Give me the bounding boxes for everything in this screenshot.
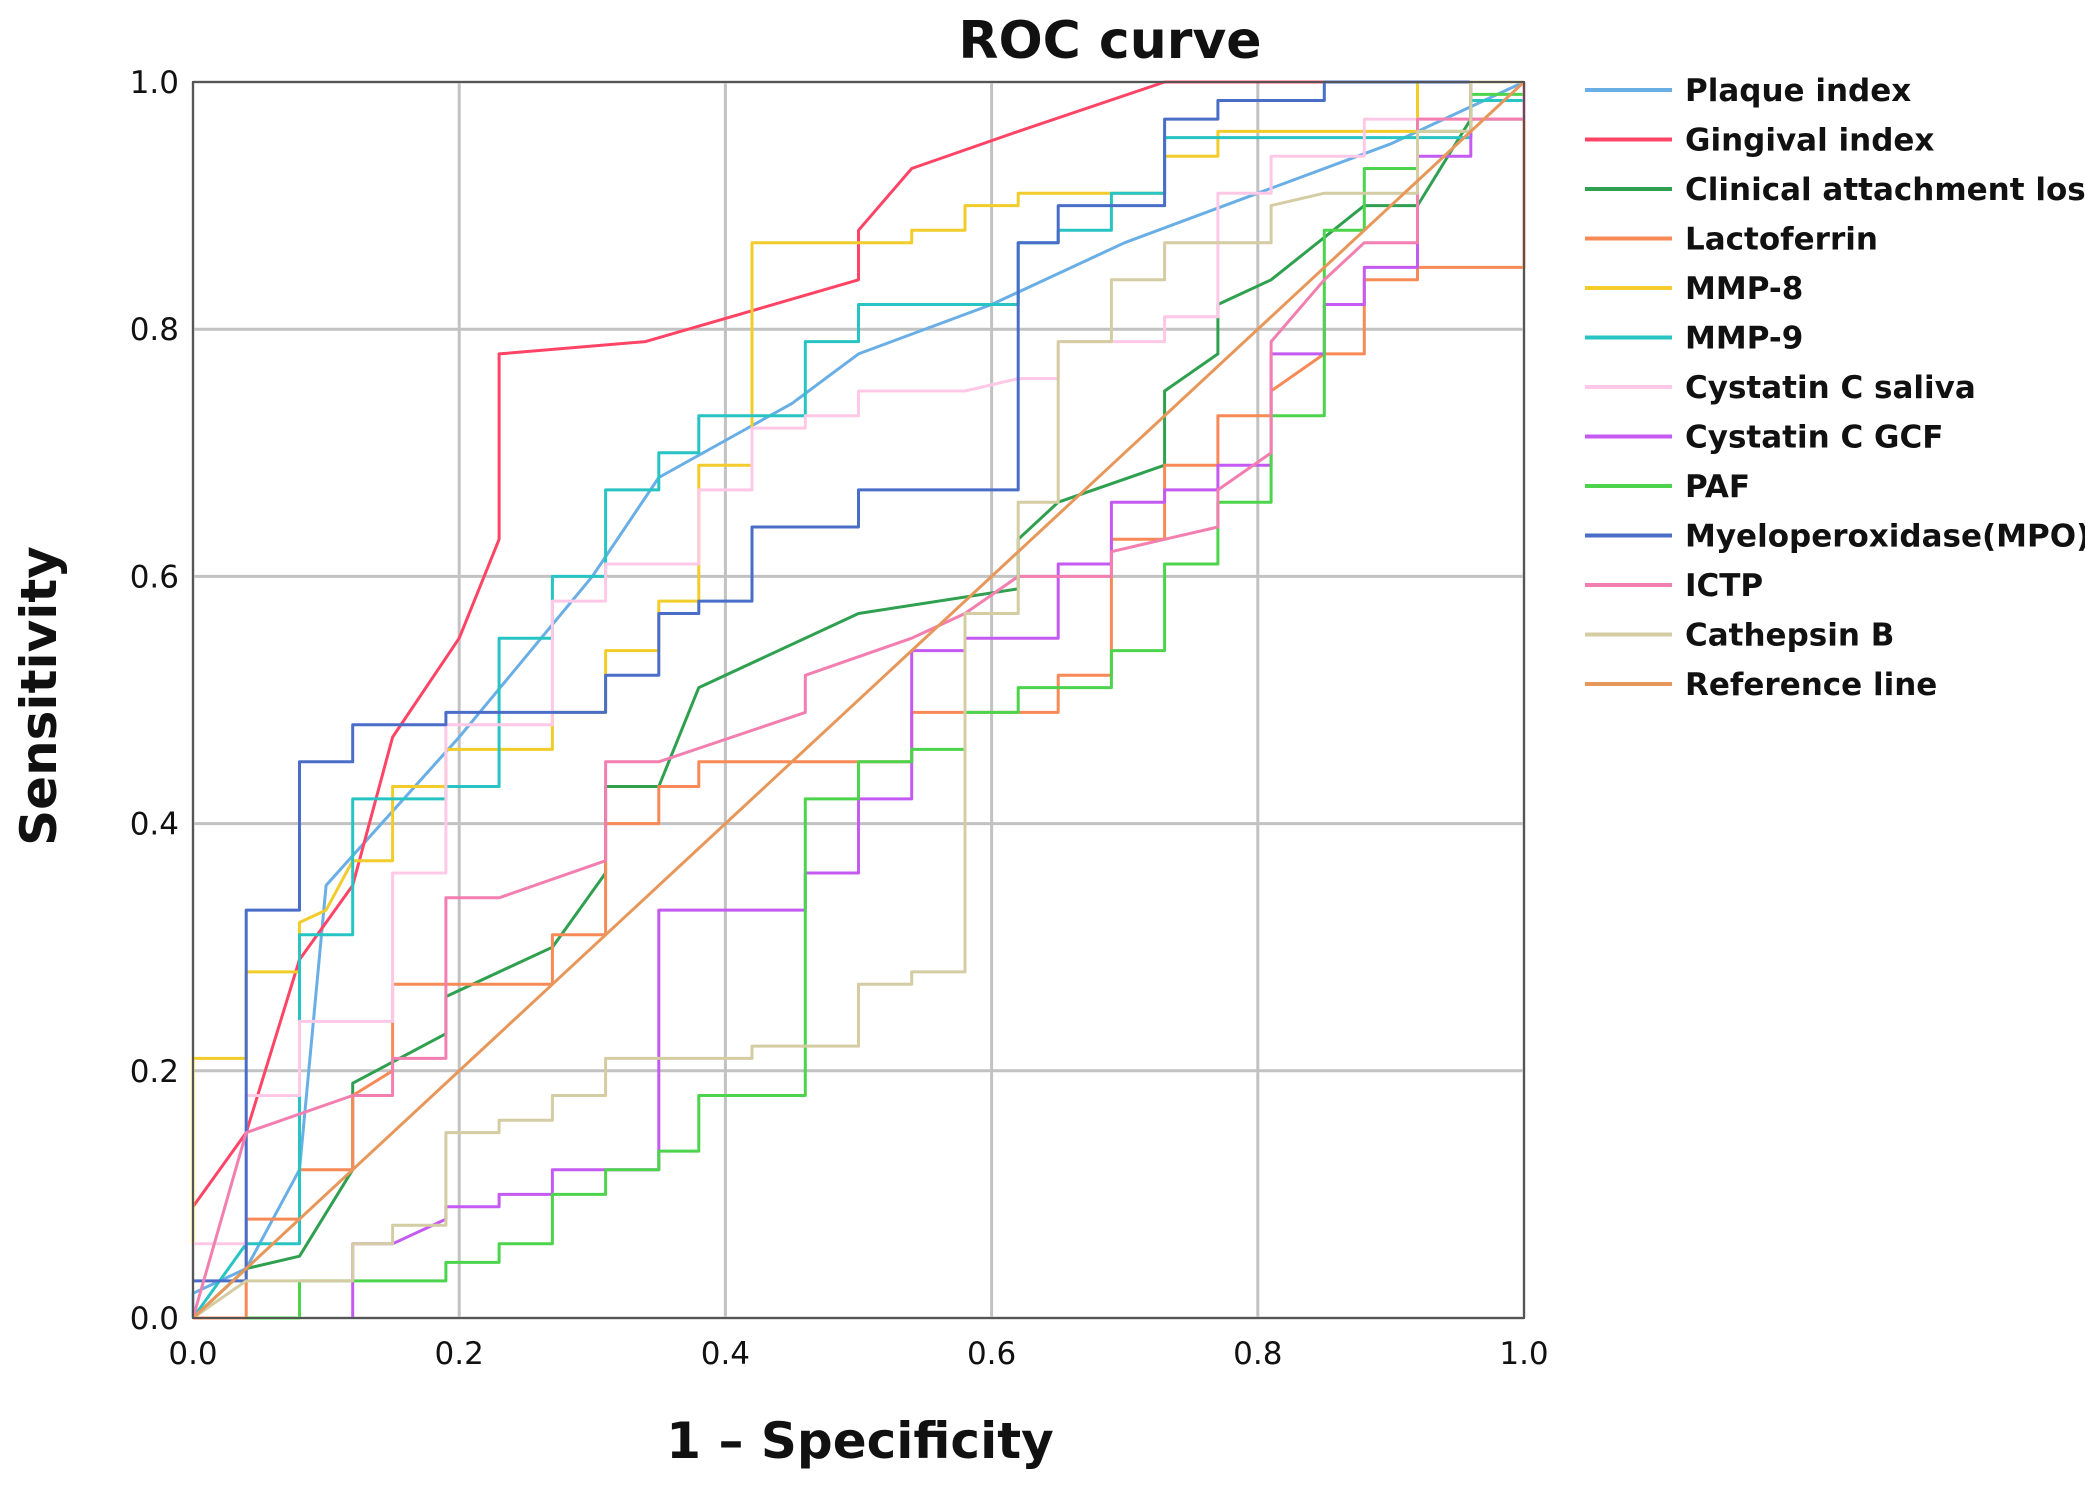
legend-label: Clinical attachment loss	[1685, 172, 2085, 208]
legend-label: ICTP	[1685, 568, 1763, 604]
legend-item: Clinical attachment loss	[1585, 172, 2085, 208]
legend-item: Cystatin C GCF	[1585, 420, 1943, 456]
x-tick-label: 0.0	[168, 1336, 217, 1372]
legend-item: Myeloperoxidase(MPO)	[1585, 519, 2085, 555]
x-axis-label: 1 – Specificity	[666, 1412, 1053, 1470]
series-line-cathepsin-b	[192, 80, 1524, 1320]
legend-label: Cathepsin B	[1685, 618, 1894, 654]
chart-title: ROC curve	[958, 11, 1261, 71]
y-tick-label: 0.0	[130, 1301, 179, 1337]
legend-item: Cathepsin B	[1585, 618, 1894, 654]
legend-item: PAF	[1585, 469, 1750, 505]
legend-label: Reference line	[1685, 667, 1937, 703]
series-line-paf	[246, 82, 1526, 1320]
x-tick-label: 0.2	[435, 1336, 484, 1372]
legend-label: Cystatin C saliva	[1685, 370, 1976, 406]
series-line-clinical-attachment-loss	[191, 82, 1526, 1320]
legend-item: Lactoferrin	[1585, 222, 1878, 258]
series-line-cystatin-c-gcf	[351, 80, 1524, 1318]
y-tick-label: 1.0	[130, 65, 179, 101]
legend-label: Gingival index	[1685, 123, 1934, 159]
x-tick-label: 0.6	[967, 1336, 1016, 1372]
legend-item: Cystatin C saliva	[1585, 370, 1976, 406]
legend: Plaque index Gingival index Clinical attac…	[1585, 73, 2085, 703]
legend-item: Plaque index	[1585, 73, 1911, 109]
legend-item: ICTP	[1585, 568, 1763, 604]
y-tick-label: 0.8	[130, 312, 179, 348]
y-axis-label: Sensitivity	[10, 546, 68, 846]
x-tick-label: 0.8	[1233, 1336, 1282, 1372]
legend-label: MMP-9	[1685, 321, 1803, 357]
legend-label: MMP-8	[1685, 271, 1803, 307]
x-tick-label: 0.4	[701, 1336, 750, 1372]
plot-frame	[192, 81, 1525, 1319]
y-tick-label: 0.4	[130, 807, 179, 843]
legend-label: Plaque index	[1685, 73, 1911, 109]
series-line-myeloperoxidase-mpo	[193, 80, 1524, 1283]
legend-item: MMP-8	[1585, 271, 1803, 307]
legend-label: Lactoferrin	[1685, 222, 1878, 258]
legend-item: MMP-9	[1585, 321, 1803, 357]
legend-label: Myeloperoxidase(MPO)	[1685, 519, 2085, 555]
tick-labels: 0.0 0.2 0.4 0.6 0.8 1.0 0.0 0.2 0.4 0.6 0.8 1.0	[130, 65, 1549, 1372]
legend-item: Reference line	[1585, 667, 1937, 703]
legend-item: Gingival index	[1585, 123, 1934, 159]
y-tick-label: 0.6	[130, 559, 179, 595]
x-tick-label: 1.0	[1499, 1336, 1548, 1372]
legend-label: Cystatin C GCF	[1685, 420, 1943, 456]
y-tick-label: 0.2	[130, 1054, 179, 1090]
legend-label: PAF	[1685, 469, 1750, 505]
series-layer	[191, 80, 1526, 1320]
series-line-reference-line	[191, 80, 1526, 1320]
series-line-cystatin-c-saliva	[193, 82, 1526, 1246]
